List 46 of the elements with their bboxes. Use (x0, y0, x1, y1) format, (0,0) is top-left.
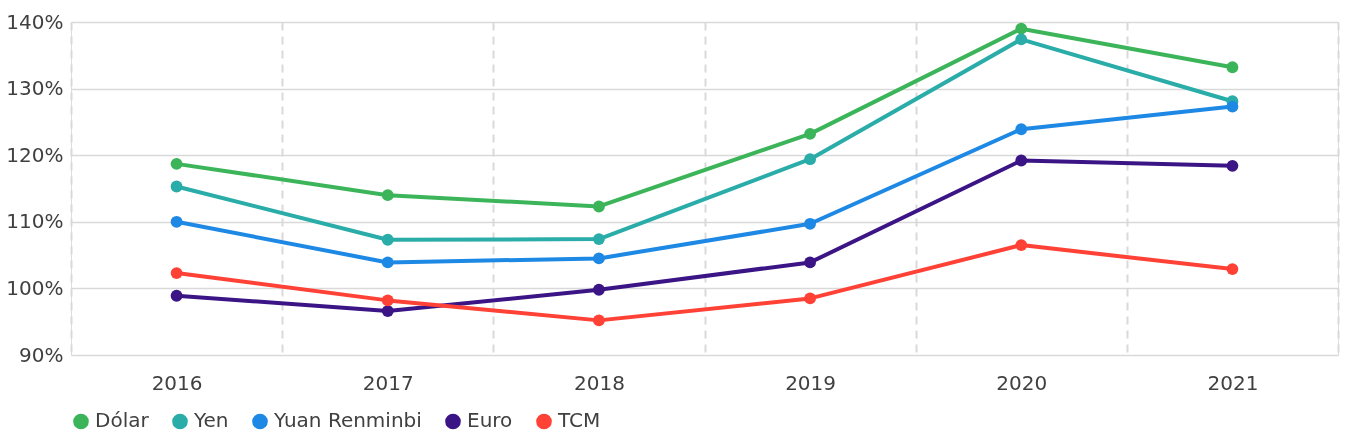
point (381, 294, 394, 307)
point (804, 153, 816, 166)
legend-label: Dólar (95, 408, 150, 433)
x-tick-label: 2019 (785, 370, 837, 395)
x-tick-label: 2017 (362, 370, 414, 395)
point (593, 233, 605, 246)
point (804, 217, 816, 230)
point (381, 256, 394, 269)
y-tick-label: 140% (6, 9, 64, 34)
point (804, 127, 816, 140)
point (1226, 100, 1239, 113)
point (1015, 33, 1028, 46)
point (381, 305, 394, 317)
point (1226, 159, 1239, 172)
x-tick-label: 2021 (1207, 370, 1259, 395)
point (170, 267, 183, 279)
legend-label: Yen (193, 408, 229, 433)
y-tick-label: 90% (19, 342, 64, 367)
point (170, 157, 183, 170)
legend-label: Euro (467, 408, 513, 433)
point (170, 289, 183, 302)
point (170, 180, 183, 193)
y-tick-label: 110% (6, 209, 64, 234)
legend-label: TCM (557, 408, 601, 433)
point (381, 189, 394, 202)
point (1015, 239, 1028, 252)
point (593, 314, 605, 327)
point (593, 200, 605, 213)
x-tick-label: 2018 (573, 370, 625, 395)
point (1015, 22, 1028, 35)
point (593, 283, 605, 296)
legend-label: Yuan Renminbi (273, 408, 422, 433)
point (1015, 154, 1028, 167)
point (1226, 61, 1239, 74)
y-tick-label: 100% (6, 275, 64, 300)
point (381, 233, 394, 246)
point (1226, 263, 1239, 275)
point (804, 292, 816, 305)
x-tick-label: 2016 (151, 370, 203, 395)
x-tick-label: 2020 (996, 370, 1048, 395)
point (593, 252, 605, 265)
point (1015, 123, 1028, 136)
y-tick-label: 130% (6, 76, 64, 101)
point (804, 256, 816, 269)
point (170, 215, 183, 228)
y-tick-label: 120% (6, 142, 64, 167)
